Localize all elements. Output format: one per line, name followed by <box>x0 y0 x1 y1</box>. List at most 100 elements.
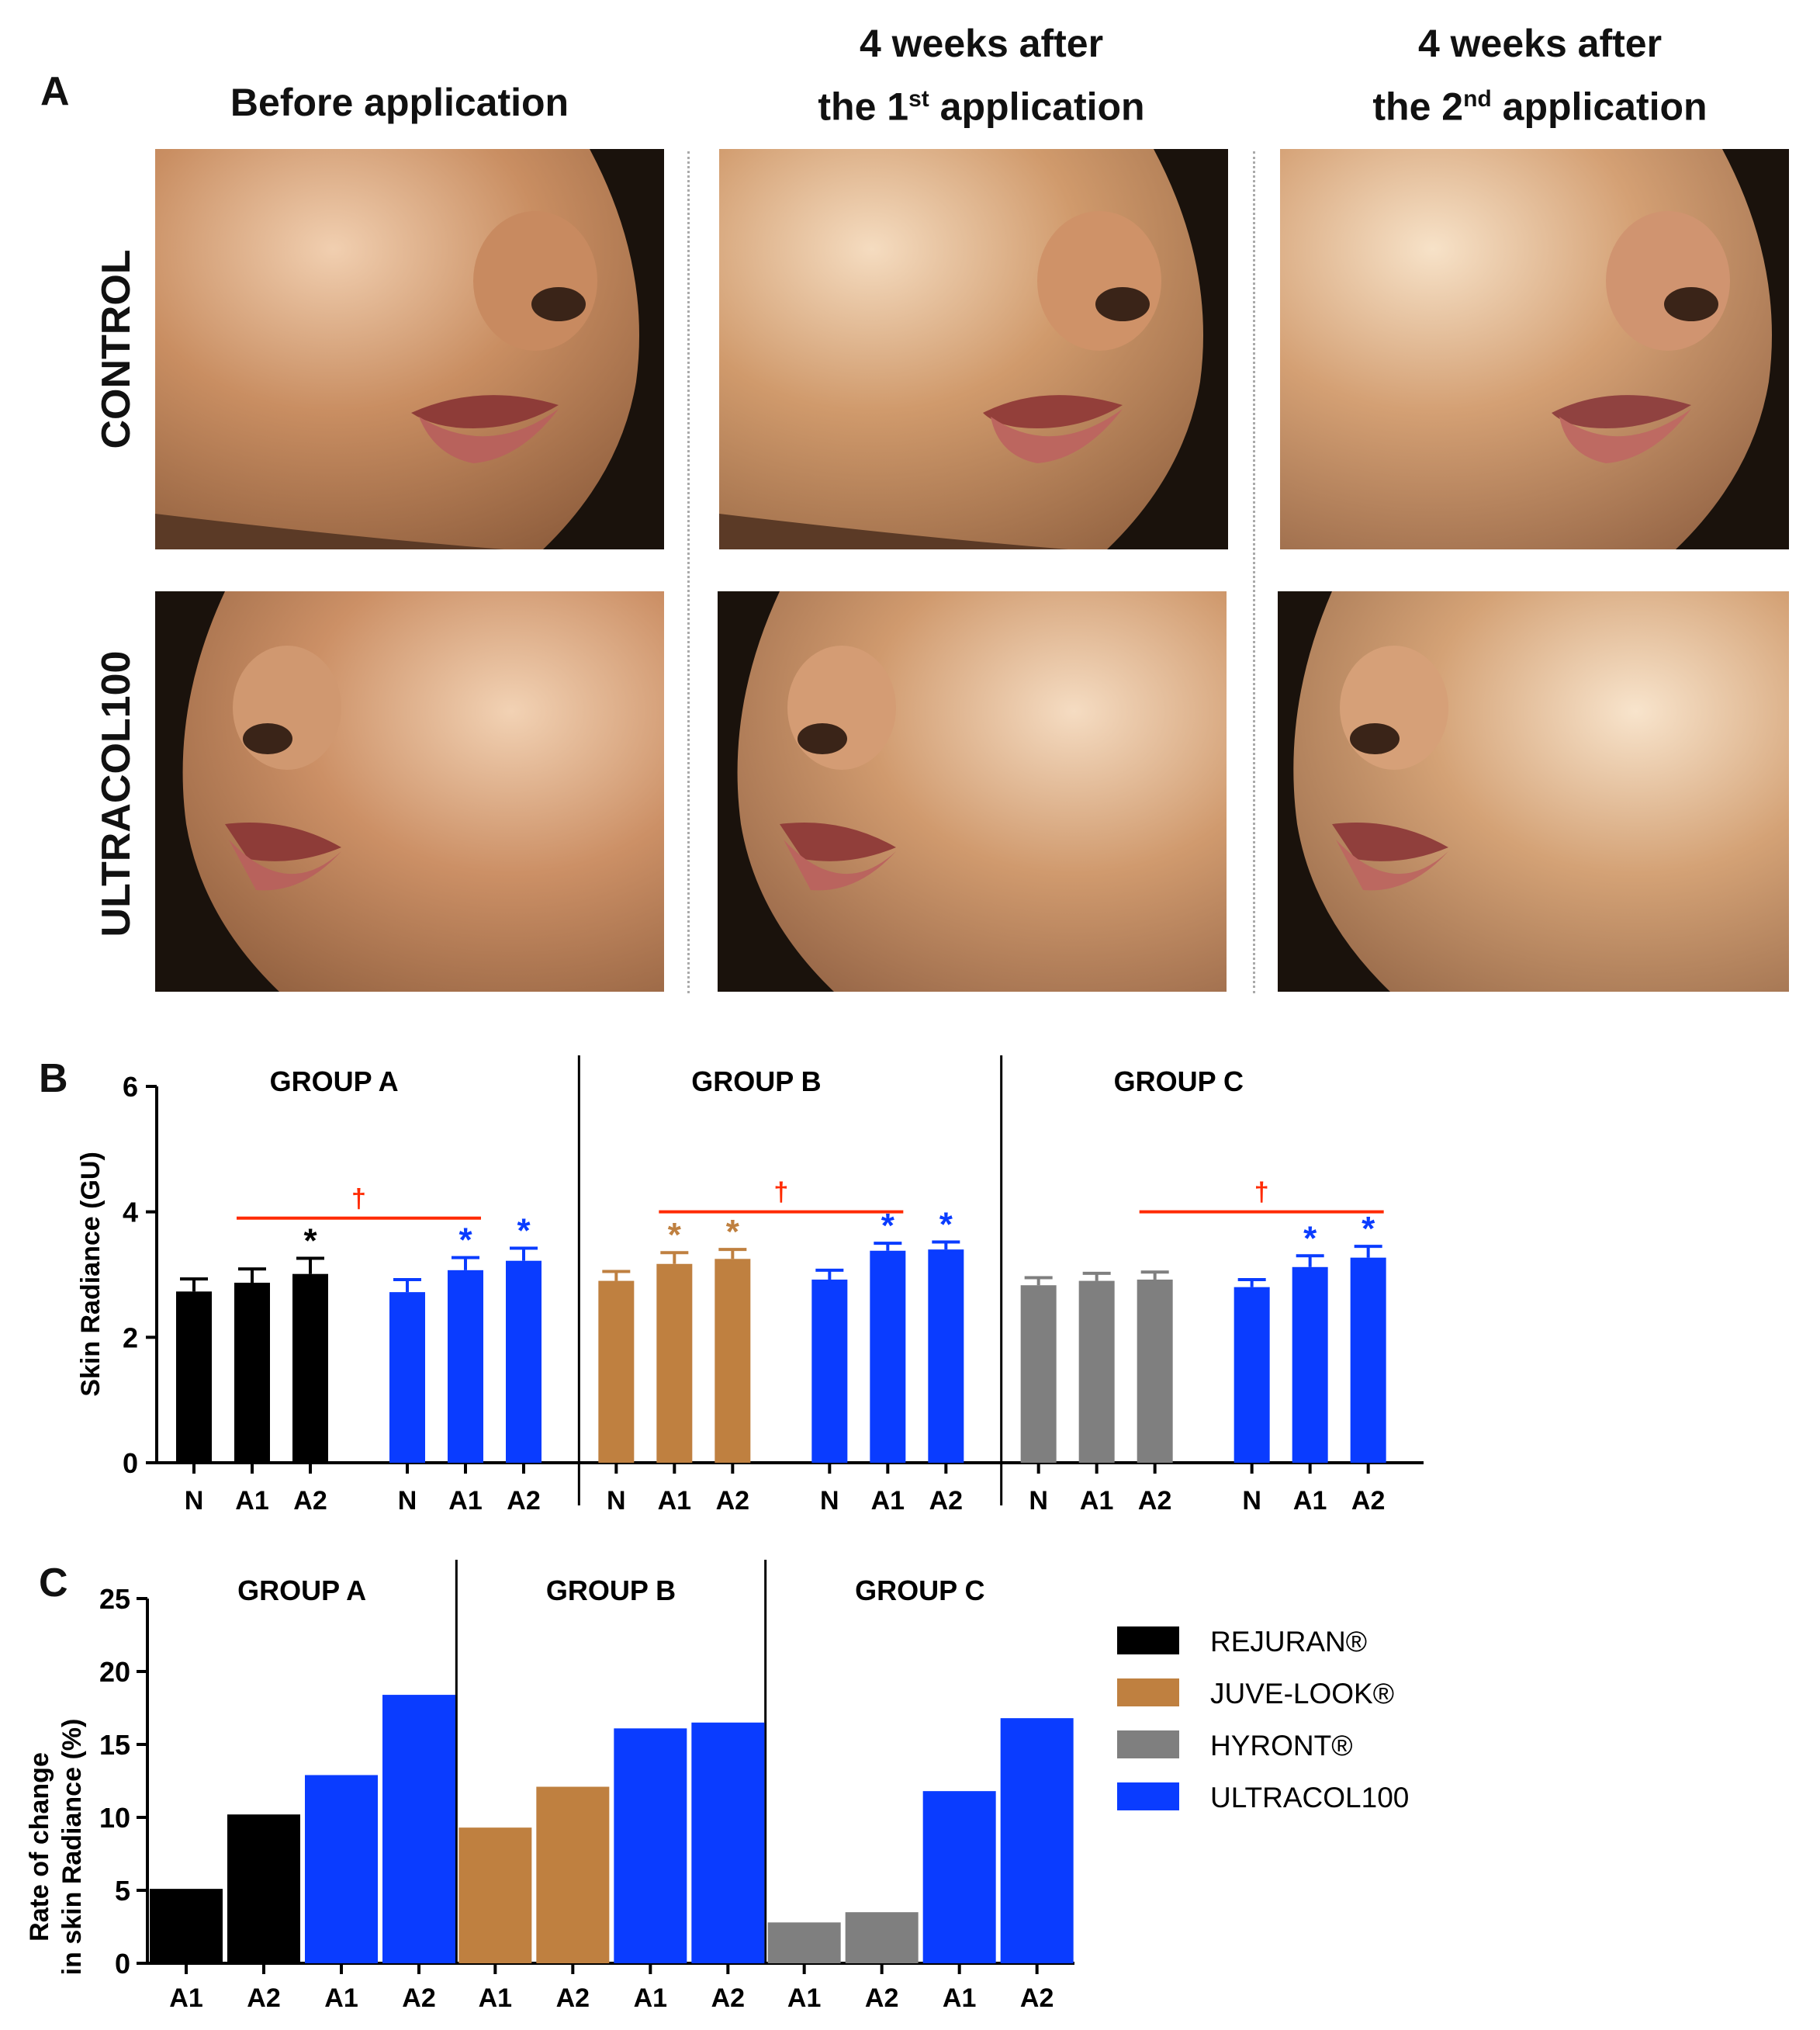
panel-a-letter: A <box>40 69 70 114</box>
bar <box>691 1722 765 1963</box>
legend-swatch <box>1117 1678 1179 1706</box>
x-tick-label: A1 <box>943 1983 976 2013</box>
separator-2 <box>1253 151 1255 993</box>
significance-star: * <box>458 1221 472 1259</box>
legend-label: ULTRACOL100 <box>1210 1782 1409 1813</box>
x-tick-label: N <box>185 1486 204 1516</box>
column-header-before-text: Before application <box>230 81 569 124</box>
photo-ultracol-before <box>155 591 664 992</box>
significance-star: * <box>668 1216 682 1254</box>
x-tick-label: A1 <box>169 1983 202 2013</box>
legend-swatch <box>1117 1730 1179 1758</box>
x-tick-label: A2 <box>402 1983 435 2013</box>
separator-1 <box>687 151 690 993</box>
legend-label: JUVE-LOOK® <box>1210 1678 1394 1710</box>
column-header-after-first-line2: the 1st application <box>818 85 1145 129</box>
x-tick-label: A2 <box>1351 1486 1385 1516</box>
y-tick-label: 4 <box>123 1197 138 1228</box>
bar <box>1020 1285 1057 1463</box>
x-tick-label: A2 <box>556 1983 590 2013</box>
bar <box>458 1827 532 1963</box>
x-tick-label: A1 <box>324 1983 358 2013</box>
group-title: GROUP A <box>237 1574 366 1606</box>
x-tick-label: A2 <box>1020 1983 1054 2013</box>
y-tick-label: 25 <box>99 1583 130 1615</box>
significance-star: * <box>881 1207 895 1245</box>
bar <box>227 1814 300 1963</box>
group-title: GROUP B <box>691 1065 821 1097</box>
y-axis-label-line1: Rate of change <box>25 1752 54 1942</box>
bar <box>811 1279 848 1463</box>
photo-control-before <box>155 149 664 549</box>
x-tick-label: N <box>820 1486 839 1516</box>
bar <box>292 1273 328 1463</box>
group-title: GROUP A <box>270 1065 399 1097</box>
panel-c-letter: C <box>39 1561 68 1606</box>
photo-ultracol-after-first <box>718 591 1227 992</box>
bar <box>1292 1266 1328 1463</box>
y-axis-label: Skin Radiance (GU) <box>76 1152 106 1397</box>
bar <box>1000 1718 1074 1963</box>
group-title: GROUP C <box>1114 1065 1244 1097</box>
x-tick-label: A2 <box>1138 1486 1171 1516</box>
group-title: GROUP B <box>546 1574 676 1606</box>
photo-control-after-second <box>1280 149 1789 549</box>
significance-star: * <box>303 1221 317 1259</box>
y-tick-label: 5 <box>115 1875 130 1907</box>
x-tick-label: A1 <box>658 1486 691 1516</box>
x-tick-label: A2 <box>711 1983 745 2013</box>
bar <box>1078 1280 1115 1463</box>
significance-star: * <box>1303 1219 1317 1257</box>
column-header-before: Before application <box>128 74 671 130</box>
x-tick-label: A1 <box>871 1486 905 1516</box>
bar <box>305 1775 378 1963</box>
bar <box>922 1791 996 1963</box>
column-header-after-first-line1: 4 weeks after <box>859 22 1104 65</box>
bar <box>1350 1257 1386 1463</box>
bar <box>176 1291 212 1463</box>
bar <box>234 1283 270 1463</box>
x-tick-label: A1 <box>1293 1486 1327 1516</box>
bar <box>389 1292 425 1463</box>
bar <box>870 1250 906 1463</box>
legend-label: REJURAN® <box>1210 1626 1367 1658</box>
bar <box>150 1889 223 1963</box>
bar <box>656 1263 693 1463</box>
x-tick-label: A1 <box>235 1486 268 1516</box>
x-tick-label: A2 <box>929 1486 963 1516</box>
dagger-symbol: † <box>773 1178 788 1207</box>
legend-swatch <box>1117 1626 1179 1654</box>
bar <box>1137 1279 1173 1463</box>
x-tick-label: A2 <box>247 1983 280 2013</box>
x-tick-label: A2 <box>865 1983 898 2013</box>
bar <box>767 1922 841 1963</box>
x-tick-label: A1 <box>787 1983 821 2013</box>
y-tick-label: 10 <box>99 1802 130 1834</box>
photo-ultracol-after-second <box>1278 591 1789 992</box>
x-tick-label: A1 <box>479 1983 512 2013</box>
row-label-control: CONTROL <box>94 249 139 449</box>
bar <box>536 1786 610 1963</box>
legend-label: HYRONT® <box>1210 1730 1352 1762</box>
photo-control-after-first <box>719 149 1228 549</box>
x-tick-label: N <box>607 1486 626 1516</box>
dagger-symbol: † <box>1254 1178 1269 1207</box>
column-header-after-second-line1: 4 weeks after <box>1417 22 1663 65</box>
row-label-ultracol100: ULTRACOL100 <box>94 650 139 937</box>
panel-b-letter: B <box>39 1056 68 1101</box>
y-axis-label-line2: in skin Radiance (%) <box>57 1719 87 1976</box>
significance-star: * <box>517 1212 531 1250</box>
y-tick-label: 6 <box>123 1071 138 1103</box>
x-tick-label: N <box>398 1486 417 1516</box>
bar <box>1234 1287 1270 1463</box>
bar <box>614 1728 687 1963</box>
x-tick-label: A1 <box>1080 1486 1113 1516</box>
x-tick-label: N <box>1242 1486 1261 1516</box>
x-tick-label: A1 <box>634 1983 667 2013</box>
x-tick-label: A1 <box>448 1486 482 1516</box>
x-tick-label: A2 <box>716 1486 749 1516</box>
bar <box>506 1260 542 1463</box>
bar <box>598 1280 635 1463</box>
x-tick-label: N <box>1029 1486 1048 1516</box>
bar <box>382 1695 455 1963</box>
